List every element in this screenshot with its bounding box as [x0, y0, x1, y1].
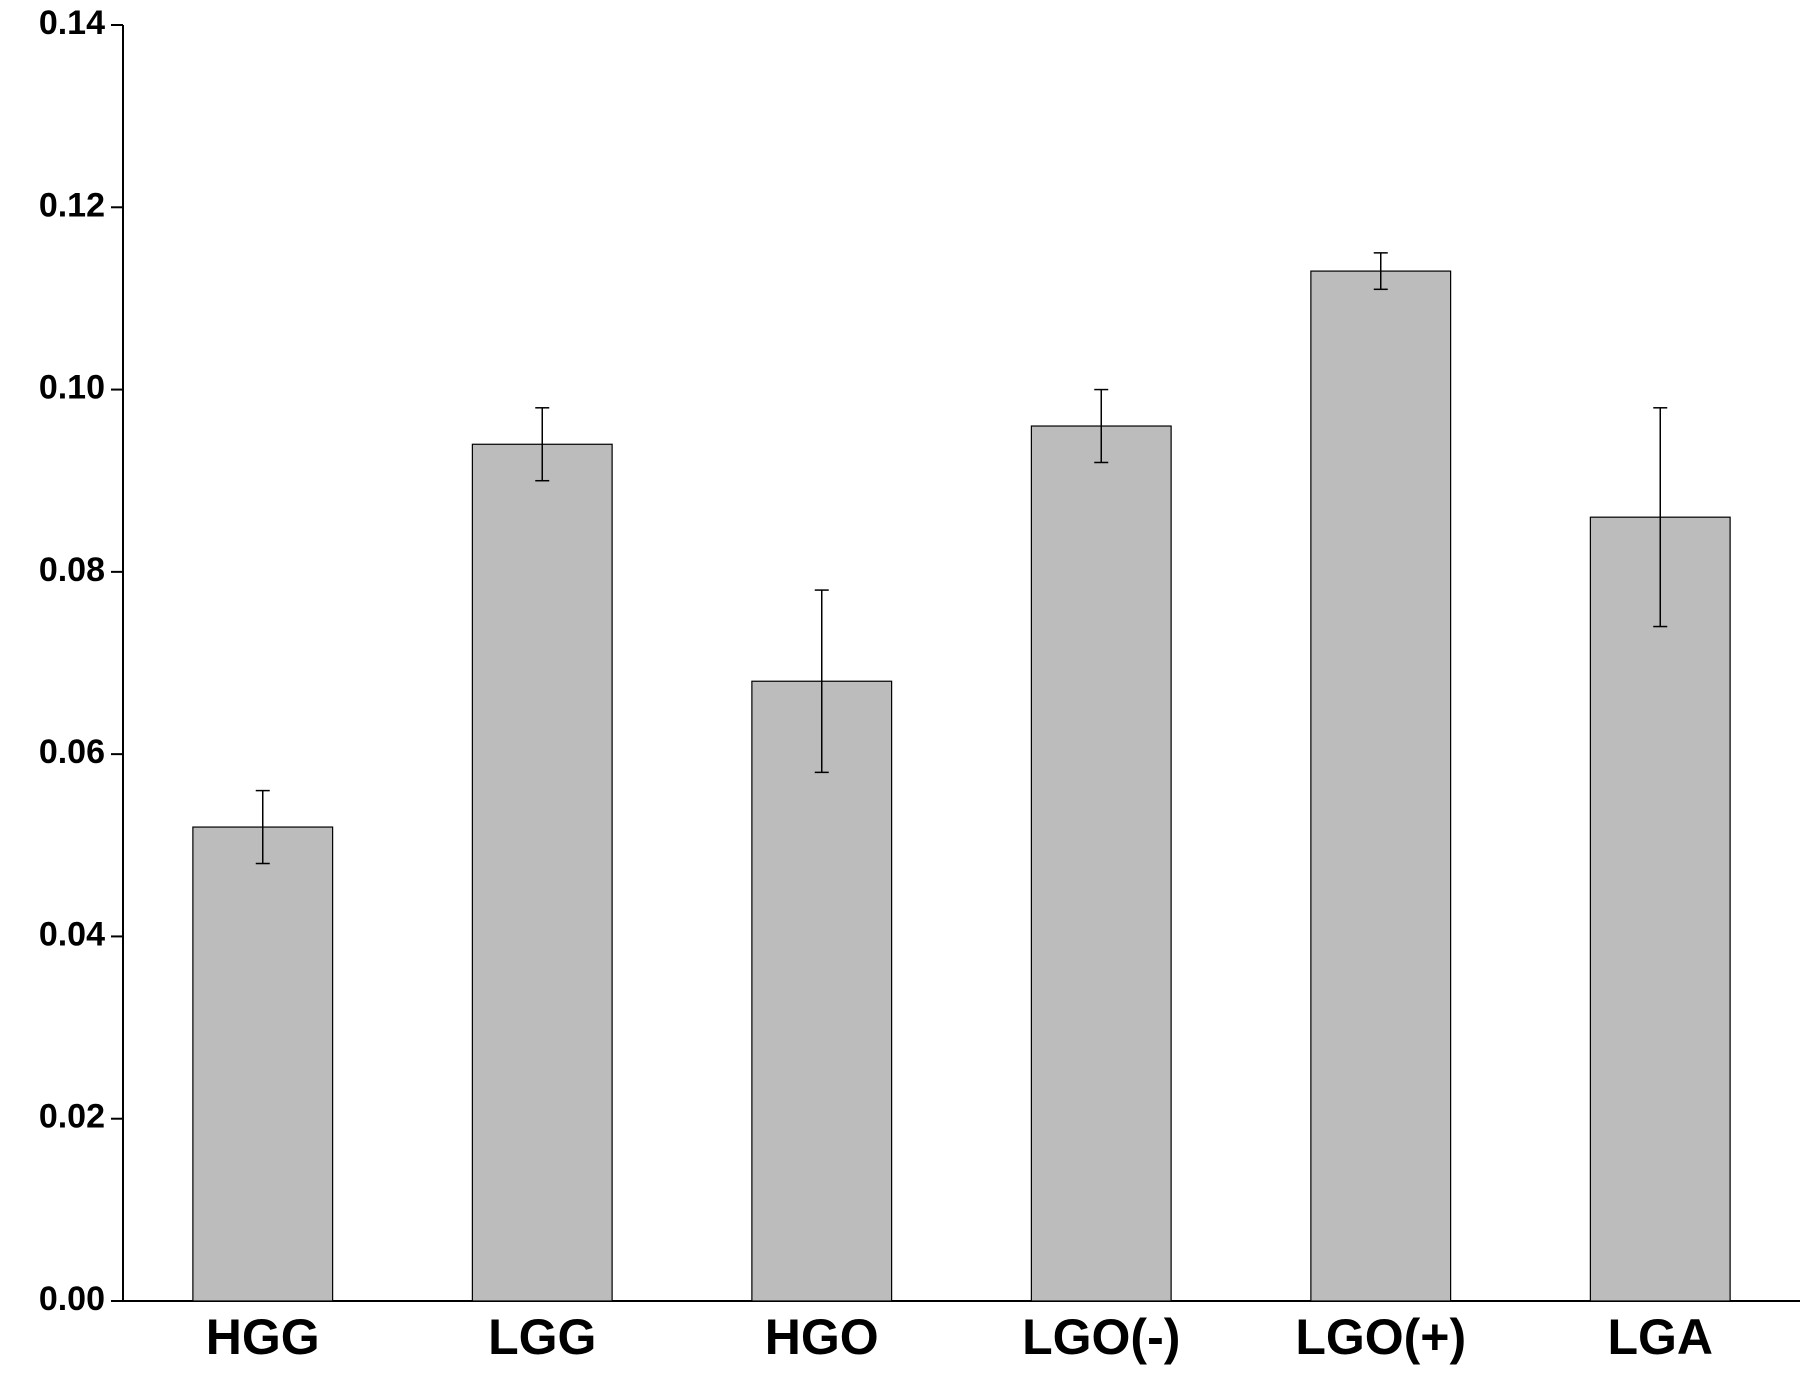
y-tick-label: 0.10: [39, 369, 105, 407]
bar: [1030, 425, 1172, 1302]
y-tick-label: 0.12: [39, 186, 105, 224]
y-tick-label: 0.04: [39, 915, 105, 953]
x-tick-label: LGA: [1607, 1309, 1713, 1365]
bar: [192, 826, 334, 1302]
y-tick-label: 0.06: [39, 733, 105, 771]
x-tick-label: HGO: [765, 1309, 879, 1365]
x-tick-label: LGO(-): [1022, 1309, 1180, 1365]
bar: [1589, 516, 1731, 1302]
x-tick-label: LGO(+): [1295, 1309, 1466, 1365]
y-tick-label: 0.02: [39, 1098, 105, 1136]
x-tick-label: HGG: [206, 1309, 320, 1365]
y-tick-label: 0.00: [39, 1280, 105, 1318]
x-tick-label: LGG: [488, 1309, 596, 1365]
bar: [471, 443, 613, 1302]
bar: [1310, 270, 1452, 1302]
y-tick-label: 0.08: [39, 551, 105, 589]
y-tick-label: 0.14: [39, 4, 105, 42]
bar: [751, 680, 893, 1302]
